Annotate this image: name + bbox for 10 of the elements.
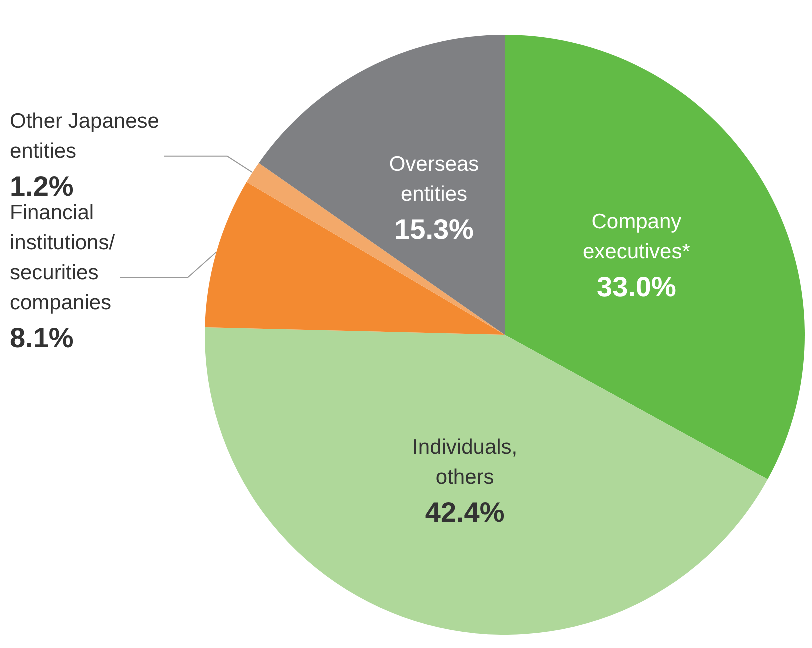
slice-label: Other Japanese entities <box>10 110 160 163</box>
slice-label: Company executives* <box>583 210 690 264</box>
slice-label: Individuals, others <box>412 436 518 490</box>
slice-label: Overseas entities <box>389 152 480 206</box>
data-label: 15.3% <box>394 214 474 245</box>
data-label: 42.4% <box>425 497 505 528</box>
data-label: 33.0% <box>596 272 676 303</box>
data-label: 1.2% <box>10 170 74 202</box>
slice-label: Financial institutions/ securities companies <box>10 201 116 314</box>
data-label: 8.1% <box>10 322 74 354</box>
